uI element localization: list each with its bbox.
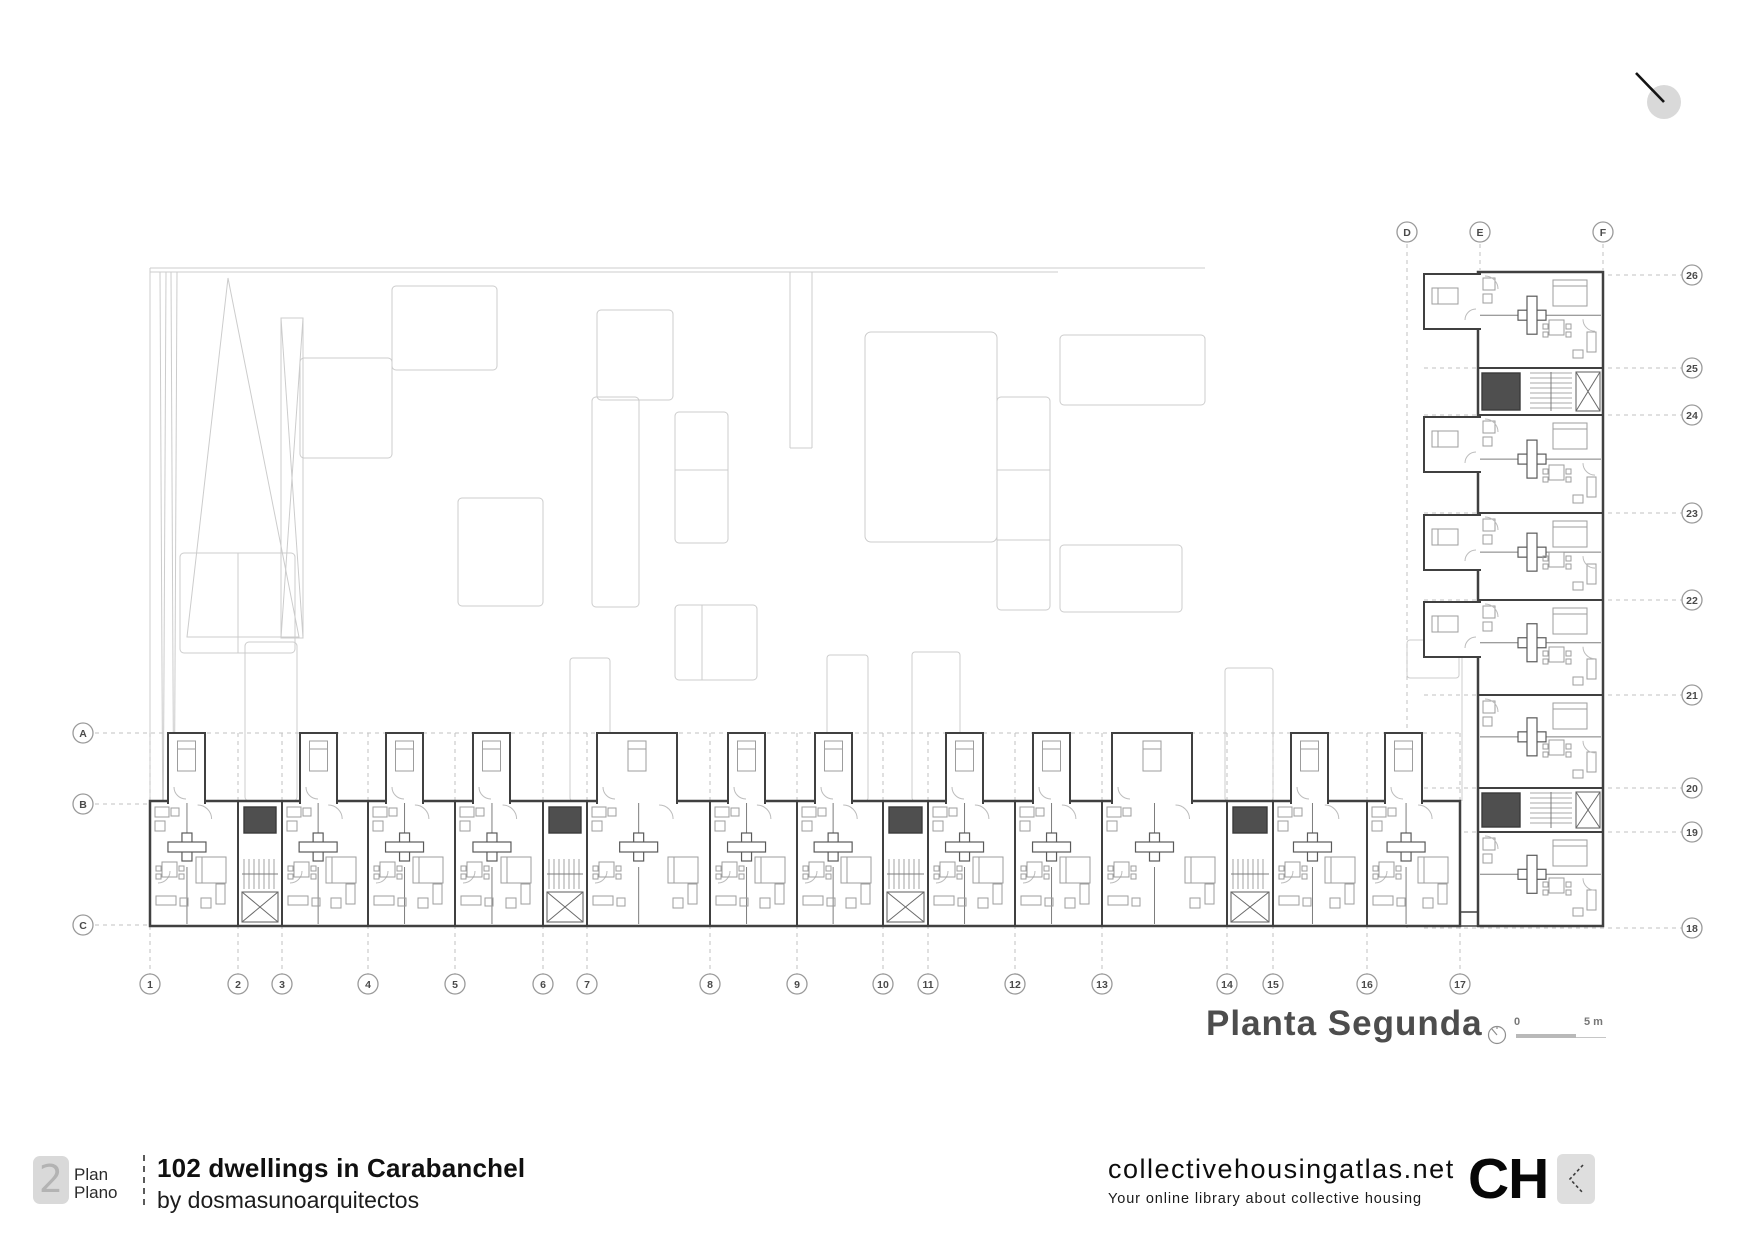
grid-marker: 1 [139,973,161,995]
svg-text:11: 11 [922,979,933,991]
svg-text:B: B [79,799,87,811]
grid-marker: A [72,722,94,744]
footer-divider [143,1155,145,1205]
svg-text:21: 21 [1686,690,1698,702]
grid-marker: 6 [532,973,554,995]
project-author: by dosmasunoarquitectos [157,1187,420,1213]
svg-text:2: 2 [235,979,241,991]
grid-marker: 8 [699,973,721,995]
grid-marker: 22 [1681,589,1703,611]
grid-marker: 14 [1216,973,1238,995]
grid-marker: 21 [1681,684,1703,706]
svg-text:13: 13 [1096,979,1108,991]
ch-logo: CH [1468,1147,1549,1211]
svg-text:15: 15 [1267,979,1279,991]
scale-zero-label: 0 [1514,1016,1521,1028]
grid-marker: 19 [1681,821,1703,843]
svg-text:F: F [1600,227,1607,239]
page-label-es: Plano [74,1183,118,1203]
drawing-title-block: Planta Segunda [1206,1004,1483,1044]
svg-text:1: 1 [147,979,153,991]
svg-text:E: E [1476,227,1483,239]
svg-text:3: 3 [279,979,285,991]
sheet-footer: 2 Plan Plano 102 dwellings in Carabanche… [0,1147,1754,1216]
grid-marker: C [72,914,94,936]
svg-text:20: 20 [1686,783,1698,795]
grid-marker: 4 [357,973,379,995]
dwelling-bars [148,270,1605,928]
brand-tagline: Your online library about collective hou… [1108,1191,1422,1207]
back-arrow-icon [1568,1164,1584,1194]
svg-text:19: 19 [1686,827,1698,839]
project-block: 102 dwellings in Carabanchel by dosmasun… [157,1153,525,1214]
grid-marker: D [1396,221,1418,243]
brand-block: collectivehousingatlas.net Your online l… [1108,1154,1455,1207]
svg-text:17: 17 [1454,979,1466,991]
grid-marker: 18 [1681,917,1703,939]
grid-marker: 2 [227,973,249,995]
scale-five-label: 5 m [1584,1016,1603,1028]
svg-text:12: 12 [1009,979,1021,991]
grid-marker: 26 [1681,264,1703,286]
grid-marker: 10 [872,973,894,995]
grid-marker: 23 [1681,502,1703,524]
grid-marker: 5 [444,973,466,995]
svg-text:4: 4 [365,979,371,991]
svg-text:5: 5 [452,979,458,991]
svg-text:16: 16 [1361,979,1373,991]
north-compass-icon [1487,1025,1507,1045]
svg-text:A: A [79,728,87,740]
svg-text:D: D [1403,227,1411,239]
grid-marker: 9 [786,973,808,995]
scale-block: 0 5 m [1484,1016,1624,1052]
svg-text:14: 14 [1221,979,1233,991]
svg-text:26: 26 [1686,270,1698,282]
cursor-pointer-icon [1635,72,1665,103]
grid-marker: 12 [1004,973,1026,995]
svg-text:18: 18 [1686,923,1698,935]
svg-text:25: 25 [1686,363,1698,375]
svg-text:6: 6 [540,979,546,991]
scale-bar [1516,1034,1576,1038]
grid-marker: B [72,793,94,815]
page-label-en: Plan [74,1165,109,1184]
svg-text:8: 8 [707,979,713,991]
page-type-label: Plan Plano [74,1165,118,1203]
back-nav-button[interactable] [1557,1154,1595,1204]
grid-marker: 16 [1356,973,1378,995]
grid-marker: 7 [576,973,598,995]
grid-marker: 17 [1449,973,1471,995]
grid-marker: 13 [1091,973,1113,995]
mouse-cursor [1628,66,1688,126]
ghost-outlines [149,267,1463,930]
grid-marker: 3 [271,973,293,995]
svg-text:23: 23 [1686,508,1698,520]
svg-text:10: 10 [877,979,889,991]
grid-marker: 25 [1681,357,1703,379]
grid-marker: 24 [1681,404,1703,426]
drawing-title: Planta Segunda [1206,1004,1483,1043]
grid-marker: E [1469,221,1491,243]
grid-marker: 11 [917,973,939,995]
page-number-chip: 2 [33,1156,69,1204]
svg-text:C: C [79,920,87,932]
svg-text:9: 9 [794,979,800,991]
grid-marker: F [1592,221,1614,243]
grid-marker: 20 [1681,777,1703,799]
brand-domain: collectivehousingatlas.net [1108,1154,1455,1184]
svg-text:22: 22 [1686,595,1698,607]
grid-marker: 15 [1262,973,1284,995]
page-number: 2 [38,1157,64,1201]
project-title: 102 dwellings in Carabanchel [157,1153,526,1183]
svg-text:7: 7 [584,979,590,991]
svg-text:24: 24 [1686,410,1698,422]
